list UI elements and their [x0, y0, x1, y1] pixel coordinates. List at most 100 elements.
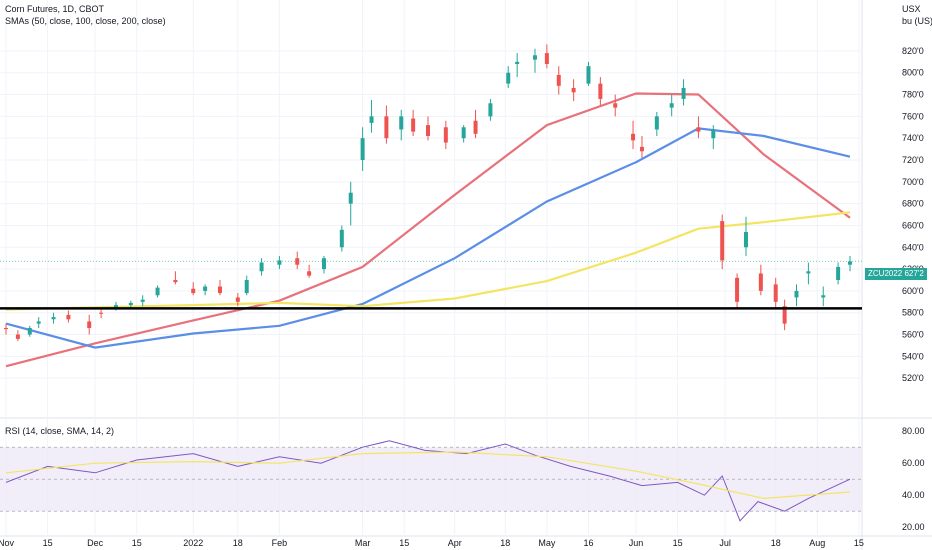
candle-body	[639, 146, 644, 152]
candle-body	[259, 262, 264, 272]
candle-body	[384, 116, 389, 139]
candle-body	[203, 286, 208, 291]
candle	[443, 120, 448, 150]
candle	[821, 286, 826, 307]
candle	[639, 136, 644, 158]
price-tick-label: 680'0	[902, 199, 924, 209]
candle	[51, 312, 56, 324]
candle	[669, 94, 674, 117]
rsi-tick-label: 80.00	[902, 426, 925, 436]
rsi-line	[5, 451, 851, 500]
price-tick-label: 660'0	[902, 220, 924, 230]
price-tick-label: 520'0	[902, 373, 924, 383]
candle-body	[532, 55, 537, 60]
price-tick-label: 600'0	[902, 286, 924, 296]
candle	[360, 127, 365, 171]
time-tick-label: 15	[854, 538, 864, 548]
candle-body	[556, 74, 561, 86]
candle-body	[821, 295, 826, 298]
candle-body	[836, 266, 841, 280]
candle-body	[140, 299, 145, 302]
candle	[235, 293, 240, 307]
candle-body	[277, 260, 282, 265]
time-tick-label: Mar	[355, 538, 371, 548]
candle-body	[735, 277, 740, 302]
candle	[544, 44, 549, 69]
candle-body	[307, 271, 312, 276]
candle	[203, 284, 208, 296]
time-tick-label: Apr	[448, 538, 462, 548]
candle-body	[36, 321, 41, 324]
sma-line	[5, 127, 851, 349]
current-price-value: 627'2	[904, 269, 924, 278]
candle	[399, 109, 404, 141]
candle	[720, 214, 725, 270]
candle-body	[426, 125, 430, 136]
candle-body	[217, 286, 222, 294]
candle-body	[66, 314, 71, 320]
time-tick-label: 16	[583, 538, 593, 548]
candle	[217, 280, 222, 296]
candle	[384, 105, 389, 144]
rsi-tick-label: 40.00	[902, 490, 925, 500]
rsi-tick-label: 20.00	[902, 522, 925, 532]
time-tick-label: 15	[132, 538, 142, 548]
sma-legend: SMAs (50, close, 100, close, 200, close)	[5, 16, 166, 26]
candle-body	[598, 83, 603, 99]
rsi-legend: RSI (14, close, SMA, 14, 2)	[5, 426, 115, 436]
sma-line	[5, 211, 851, 311]
candle	[848, 256, 852, 272]
symbol-title: Corn Futures, 1D, CBOT	[5, 4, 105, 14]
candle-body	[782, 306, 787, 324]
candle-body	[113, 305, 118, 309]
candle	[461, 125, 466, 143]
candle-body	[360, 138, 365, 160]
candle	[743, 216, 748, 256]
time-tick-label: 15	[43, 538, 53, 548]
candle	[307, 264, 312, 278]
candle-body	[51, 317, 56, 320]
time-tick-label: 15	[673, 538, 683, 548]
price-tick-label: 820'0	[902, 46, 924, 56]
candle-body	[235, 297, 240, 302]
price-tick-label: 560'0	[902, 330, 924, 340]
candle	[515, 53, 520, 78]
price-tick-label: 760'0	[902, 111, 924, 121]
candle	[836, 262, 841, 285]
candle	[794, 284, 799, 307]
candle-body	[488, 103, 493, 117]
candle	[488, 98, 493, 121]
candle	[36, 317, 41, 328]
price-tick-label: 580'0	[902, 308, 924, 318]
candle-body	[848, 261, 852, 265]
candle	[66, 310, 71, 323]
candle-body	[758, 273, 763, 291]
candle	[758, 264, 763, 296]
price-tick-label: 780'0	[902, 90, 924, 100]
candle-body	[15, 334, 20, 339]
candle-body	[4, 328, 8, 330]
candle-body	[244, 280, 249, 294]
candle	[173, 271, 178, 285]
candle-body	[99, 312, 104, 314]
candle	[696, 116, 701, 139]
candle	[27, 325, 32, 337]
candle	[806, 262, 811, 285]
candle-body	[173, 280, 178, 283]
currency-code: USX	[902, 4, 921, 14]
candle	[506, 66, 511, 88]
time-tick-label: May	[538, 538, 556, 548]
candle-body	[669, 103, 674, 108]
rsi-tick-label: 60.00	[902, 458, 925, 468]
price-tick-label: 640'0	[902, 242, 924, 252]
candle	[426, 116, 430, 141]
candle	[87, 314, 92, 335]
candle-body	[321, 258, 326, 270]
candle	[586, 61, 591, 86]
current-price-ticker: ZCU2022	[868, 269, 903, 278]
candle-body	[681, 88, 686, 99]
candle	[321, 256, 326, 274]
candle-body	[654, 116, 659, 130]
